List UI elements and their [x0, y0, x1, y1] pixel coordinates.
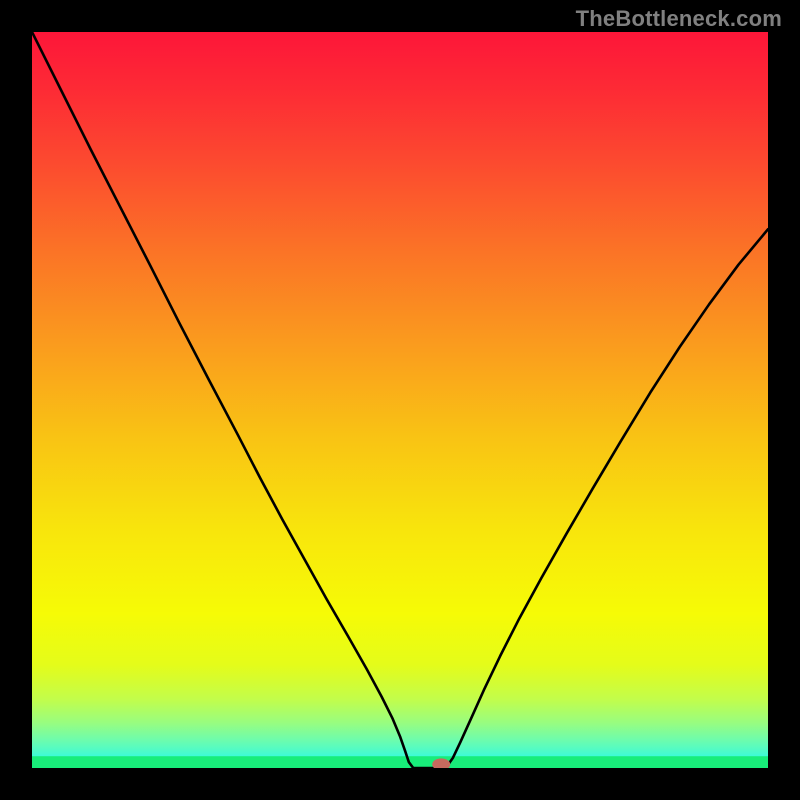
chart-svg [0, 0, 800, 800]
bottom-green-band [32, 756, 768, 768]
plot-background [32, 32, 768, 768]
chart-container: TheBottleneck.com [0, 0, 800, 800]
watermark-text: TheBottleneck.com [576, 6, 782, 32]
